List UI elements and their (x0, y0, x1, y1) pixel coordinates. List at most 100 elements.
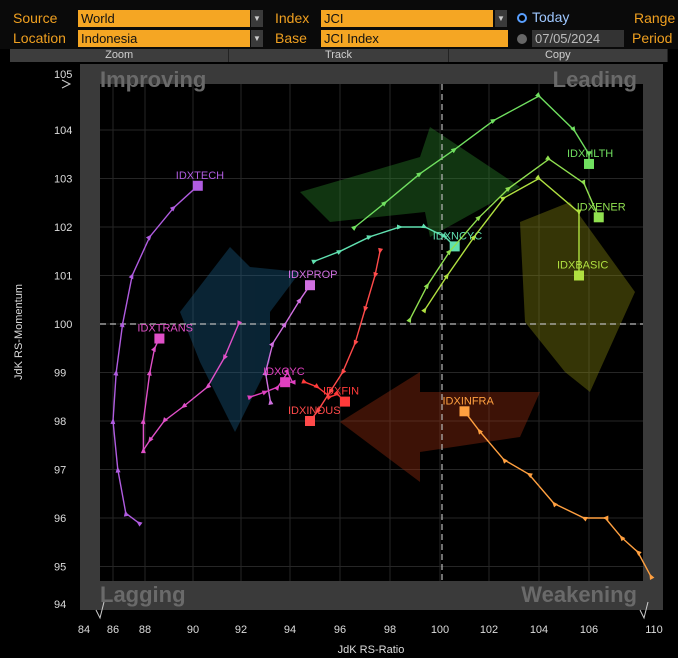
series-point-idxtech (115, 466, 121, 473)
series-point-idxinfra (649, 573, 655, 581)
tab-copy[interactable]: Copy (449, 49, 668, 62)
series-point-idxtech (128, 272, 134, 280)
series-point-idxtrans (146, 369, 152, 376)
series-label-idxprop: IDXPROP (288, 269, 338, 281)
series-line-idxtech (112, 185, 199, 524)
series-point-idxinfra (602, 515, 609, 521)
index-dropdown-icon[interactable]: ▼ (495, 10, 507, 27)
series-line-idxener (409, 158, 600, 320)
x-tick-96: 96 (334, 624, 346, 636)
series-head-idxindus (305, 416, 315, 426)
series-head-idxbasic (574, 270, 584, 281)
series-point-idxener (475, 215, 482, 222)
x-tick-106: 106 (580, 624, 598, 636)
y-tick-98: 98 (54, 416, 66, 428)
series-point-idxtrans (148, 436, 154, 443)
y-tick-100: 100 (54, 319, 72, 331)
series-point-idxindus (315, 407, 322, 414)
tab-zoom[interactable]: Zoom (10, 49, 230, 62)
source-label: Source (13, 10, 58, 26)
series-point-idxncyc (397, 224, 403, 230)
plot-area (100, 84, 643, 581)
series-point-idxhlth (535, 92, 542, 99)
series-head-idxtrans (154, 333, 165, 344)
series-point-idxindus (353, 339, 359, 347)
period-label: Period (632, 30, 673, 46)
axis-ticks: 84 86 88 90 92 94 96 98 100 102 104 106 110 94 95 96 97 9… (54, 69, 663, 636)
series-point-idxener (505, 186, 512, 192)
location-field[interactable]: Indonesia (78, 30, 250, 47)
series-head-idxener (593, 212, 604, 223)
y-tick-99: 99 (54, 368, 66, 380)
series-point-idxtech (136, 520, 143, 527)
series-point-idxhlth (586, 151, 592, 158)
series-head-idxtech (192, 180, 203, 191)
series-point-idxener (423, 282, 430, 290)
y-tick-101: 101 (54, 271, 72, 283)
source-dropdown-icon[interactable]: ▼ (251, 10, 263, 27)
location-dropdown-icon[interactable]: ▼ (251, 30, 263, 47)
series-point-idxindus (363, 305, 369, 313)
series-label-idxfin: IDXFIN (323, 386, 359, 398)
series-head-idxcyc (280, 377, 291, 388)
y-tick-103: 103 (54, 174, 72, 186)
series-point-idxcyc (289, 379, 296, 385)
series-label-idxtrans: IDXTRANS (137, 323, 193, 335)
date-field[interactable]: 07/05/2024 (532, 30, 624, 47)
series-point-idxtrans (140, 418, 146, 425)
series-point-idxprop (268, 398, 274, 405)
series-point-idxbasic (535, 174, 542, 181)
base-field[interactable]: JCI Index (321, 30, 508, 47)
series-head-idxprop (305, 280, 315, 291)
series-point-idxtech (110, 418, 116, 425)
x-tick-90: 90 (187, 624, 199, 636)
x-tick-100: 100 (431, 624, 449, 636)
series-point-idxtrans (151, 345, 156, 353)
x-axis-label: JdK RS-Ratio (338, 644, 405, 656)
y-tick-97: 97 (54, 465, 66, 477)
series-point-idxncyc (311, 259, 318, 265)
date-radio-icon[interactable] (517, 34, 527, 44)
index-label: Index (275, 10, 310, 26)
y-axis-break-icon (61, 79, 72, 89)
series-point-idxbasic (500, 196, 507, 202)
series-point-idxprop (269, 340, 275, 348)
y-tick-102: 102 (54, 222, 72, 234)
series-point-idxprop (262, 369, 268, 377)
series-point-idxfin (326, 395, 333, 401)
series-point-idxtrans (162, 417, 168, 424)
index-field[interactable]: JCI (321, 10, 493, 27)
series-point-idxtrans (222, 354, 228, 361)
tab-track[interactable]: Track (229, 49, 449, 62)
series-point-idxbasic (470, 234, 477, 241)
series-line-idxindus (309, 251, 381, 422)
series-point-idxtrans (181, 402, 188, 409)
series-point-idxcyc (284, 368, 289, 376)
series-point-idxinfra (619, 535, 626, 542)
series-point-idxfin (333, 390, 340, 397)
today-radio-icon[interactable] (517, 13, 527, 23)
series-point-idxtech (113, 369, 119, 376)
series-label-idxtech: IDXTECH (176, 170, 224, 182)
series-point-idxtrans (205, 383, 212, 389)
series-point-idxtrans (140, 447, 146, 454)
quadrant-improving: Improving (100, 67, 206, 92)
y-tick-96: 96 (54, 513, 66, 525)
quadrant-leading: Leading (553, 67, 637, 92)
quadrant-weakening: Weakening (521, 582, 637, 607)
series-point-idxinfra (581, 516, 588, 522)
series-label-idxinfra: IDXINFRA (443, 395, 495, 407)
series-point-idxindus (328, 388, 334, 395)
series-point-idxncyc (336, 249, 343, 255)
series-point-idxtech (123, 510, 129, 517)
series-label-idxbasic: IDXBASIC (557, 260, 608, 272)
source-field[interactable]: World (78, 10, 250, 27)
series-point-idxbasic (443, 273, 450, 280)
series-point-idxhlth (490, 118, 497, 124)
x-tick-86: 86 (107, 624, 119, 636)
base-label: Base (275, 30, 307, 46)
series-point-idxtech (169, 205, 177, 212)
y-tick-95: 95 (54, 562, 66, 574)
y-tick-104: 104 (54, 125, 72, 137)
x-tick-98: 98 (384, 624, 396, 636)
